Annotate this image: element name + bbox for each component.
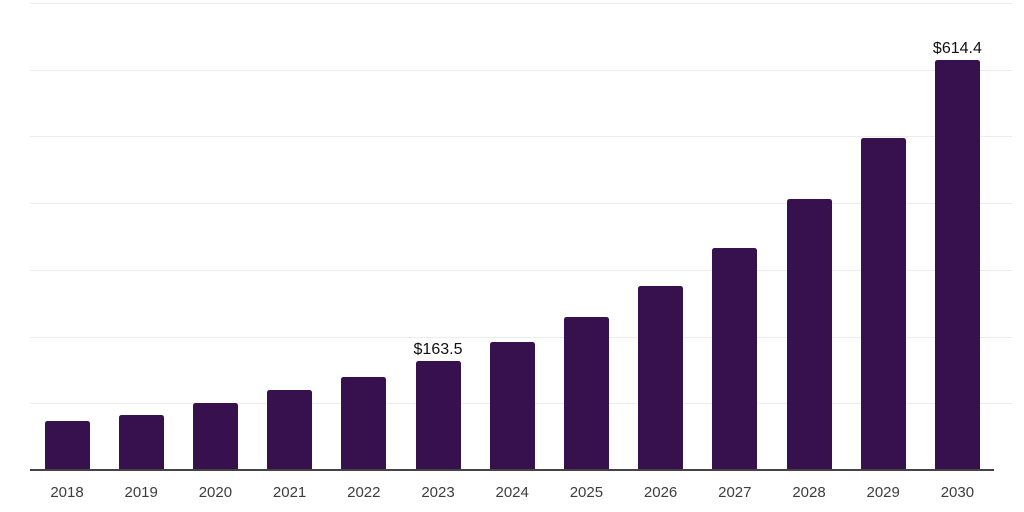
- bar-2024: [489, 341, 535, 470]
- bar-2026: [638, 285, 684, 470]
- bar-2029: [860, 137, 906, 470]
- bar-2019: [118, 414, 164, 470]
- x-tick-label-2023: 2023: [421, 484, 455, 501]
- x-tick-label-2024: 2024: [495, 484, 529, 501]
- gridline-200: [30, 336, 1012, 338]
- gridline-600: [30, 69, 1012, 71]
- x-tick-label-2029: 2029: [866, 484, 900, 501]
- x-tick-label-2027: 2027: [718, 484, 752, 501]
- bar-2027: [712, 247, 758, 470]
- x-tick-label-2018: 2018: [50, 484, 84, 501]
- value-label-2023: $163.5: [413, 340, 463, 358]
- x-tick-label-2025: 2025: [569, 484, 604, 501]
- bar-2023: [415, 360, 461, 470]
- bar-2025: [563, 316, 609, 470]
- x-axis-line: [30, 469, 994, 471]
- x-tick-label-2021: 2021: [272, 484, 307, 501]
- bar-2021: [267, 389, 313, 470]
- bar-2020: [192, 402, 238, 470]
- bar-2030: [934, 60, 980, 470]
- bar-2028: [786, 198, 832, 470]
- x-tick-label-2026: 2026: [643, 484, 678, 501]
- gridline-400: [30, 203, 1012, 205]
- bar-2018: [44, 420, 90, 470]
- x-tick-label-2020: 2020: [198, 484, 233, 501]
- x-tick-label-2022: 2022: [347, 484, 381, 501]
- x-tick-label-2030: 2030: [940, 484, 975, 501]
- value-label-2030: $614.4: [932, 40, 982, 58]
- bar-2022: [341, 376, 387, 470]
- x-tick-label-2019: 2019: [124, 484, 158, 501]
- gridline-300: [30, 269, 1012, 271]
- x-tick-label-2028: 2028: [792, 484, 826, 501]
- gridline-700: [30, 3, 1012, 4]
- gridline-500: [30, 136, 1012, 138]
